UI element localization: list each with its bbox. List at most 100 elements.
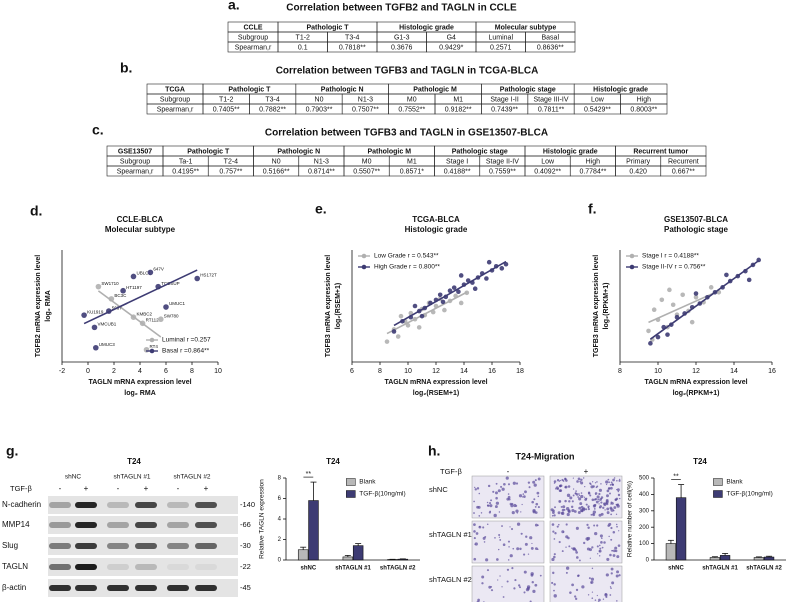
cell-dot: [486, 523, 489, 526]
cell-dot: [594, 599, 597, 601]
cell-dot: [611, 483, 614, 487]
table-text: Pathologic T: [187, 148, 230, 155]
legend-label: High Grade r = 0.800**: [374, 264, 440, 271]
cell-dot: [525, 535, 528, 538]
panel-label: g.: [6, 443, 18, 459]
cell-dot: [608, 481, 611, 484]
cell-dot: [617, 490, 619, 493]
cell-dot: [585, 497, 588, 500]
cell-dot: [565, 566, 570, 570]
cell-dot: [598, 598, 601, 602]
data-point: [693, 294, 699, 300]
cell-dot: [473, 512, 475, 514]
table-text: 0.667**: [672, 168, 695, 175]
cell-dot: [510, 504, 514, 508]
cell-dot: [617, 493, 621, 497]
cell-dot: [575, 588, 579, 592]
y-axis-label: log₂ RMA: [45, 290, 52, 322]
bar: [352, 545, 364, 561]
table-text: 0.4195**: [172, 168, 199, 175]
cell-dot: [475, 532, 479, 535]
x-tick-label: shTAGLN #2: [746, 566, 782, 572]
blot-band: [135, 585, 157, 591]
cell-dot: [506, 580, 509, 583]
y-tick-label: 200: [639, 525, 650, 531]
x-tick-label: 0: [86, 368, 90, 375]
cell-dot: [553, 594, 557, 598]
cell-dot: [558, 540, 561, 544]
cell-dot: [586, 523, 589, 526]
cell-dot: [565, 535, 569, 539]
cell-dot: [600, 496, 604, 499]
bar: [387, 559, 398, 561]
protein-label: Slug: [2, 541, 18, 550]
cell-dot: [606, 507, 610, 511]
x-tick-label: shNC: [668, 566, 684, 572]
table-title: Correlation between TGFB3 and TAGLN in G…: [265, 128, 548, 139]
cell-dot: [519, 586, 521, 589]
cell-dot: [497, 579, 499, 581]
cell-dot: [578, 494, 581, 497]
cell-dot: [615, 513, 618, 515]
cell-dot: [618, 530, 620, 532]
cell-dot: [564, 486, 567, 489]
cell-dot: [615, 549, 618, 553]
panel-label: b.: [120, 60, 132, 76]
cell-dot: [523, 570, 527, 574]
cell-dot: [490, 589, 494, 592]
treatment-label: TGF-β: [440, 467, 462, 476]
x-axis-label: log₂(RPKM+1): [673, 390, 720, 397]
cell-dot: [612, 478, 615, 482]
cell-dot: [476, 487, 480, 490]
cell-dot: [565, 479, 568, 482]
table-text: 0.7405**: [213, 106, 240, 113]
x-axis-label: TAGLN mRNA expression level: [88, 379, 191, 386]
cell-dot: [488, 585, 492, 589]
cell-dot: [501, 525, 503, 527]
table-text: G1-3: [394, 34, 410, 41]
legend-label: Blank: [359, 479, 376, 486]
cell-dot: [507, 483, 511, 486]
cell-dot: [534, 511, 538, 514]
cell-dot: [527, 481, 531, 484]
cell-dot: [480, 512, 483, 514]
cell-dot: [516, 547, 520, 551]
cell-dot: [610, 567, 614, 571]
table-text: TCGA: [165, 86, 185, 93]
data-point: [398, 313, 404, 319]
blot-band: [75, 543, 97, 549]
cell-dot: [605, 573, 609, 577]
cell-dot: [589, 557, 591, 559]
table-text: GSE13507: [118, 148, 152, 155]
cell-dot: [594, 532, 598, 536]
legend-label: TGF-β(10ng/ml): [359, 491, 405, 498]
cell-dot: [618, 574, 621, 577]
x-tick-label: 12: [692, 368, 700, 375]
table-text: Subgroup: [160, 96, 190, 103]
blot-band: [135, 502, 157, 508]
cell-dot: [565, 523, 568, 526]
cell-dot: [515, 482, 519, 485]
cell-dot: [556, 487, 560, 490]
data-point: [708, 285, 714, 290]
cell-dot: [561, 530, 565, 534]
cell-dot: [509, 554, 513, 558]
cell-dot: [520, 511, 522, 513]
cell-dot: [576, 556, 579, 559]
point-label: SW1710: [101, 281, 119, 286]
table-text: Recurrent: [668, 158, 699, 165]
cell-dot: [593, 498, 596, 501]
cell-dot: [558, 480, 560, 482]
cell-dot: [498, 536, 501, 538]
x-tick-label: 8: [618, 368, 622, 375]
x-axis-label: TAGLN mRNA expression level: [384, 379, 487, 386]
legend-marker: [629, 264, 635, 270]
row-label: shNC: [429, 485, 448, 494]
cell-dot: [539, 574, 542, 577]
cell-dot: [602, 598, 605, 600]
x-tick-label: shTAGLN #1: [335, 566, 371, 572]
micrograph: [549, 565, 623, 602]
cell-dot: [587, 506, 590, 509]
cell-dot: [564, 499, 567, 503]
panel-title: T24-Migration: [515, 451, 574, 461]
